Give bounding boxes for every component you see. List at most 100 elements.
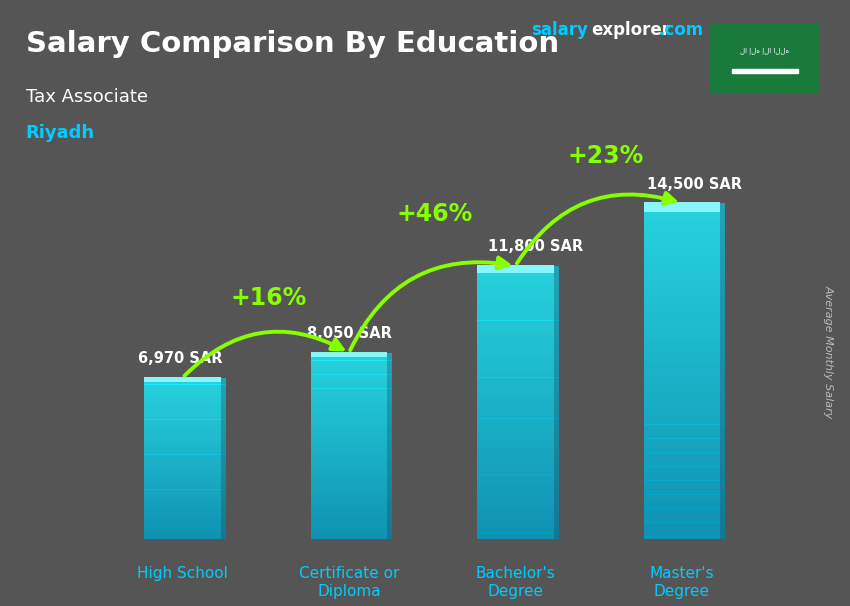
Bar: [643, 522, 720, 525]
Bar: [387, 402, 393, 404]
Bar: [221, 395, 226, 396]
Bar: [311, 513, 387, 514]
Bar: [643, 444, 720, 447]
Bar: [643, 298, 720, 301]
Bar: [643, 307, 720, 310]
Bar: [553, 494, 558, 496]
Bar: [720, 503, 725, 506]
Bar: [477, 494, 553, 496]
Bar: [387, 443, 393, 444]
Bar: [311, 416, 387, 418]
Bar: [643, 405, 720, 408]
Bar: [553, 391, 558, 393]
Bar: [720, 223, 725, 225]
Bar: [720, 494, 725, 498]
Bar: [221, 436, 226, 437]
Bar: [311, 465, 387, 466]
Bar: [144, 471, 221, 472]
Bar: [221, 393, 226, 394]
Bar: [477, 318, 553, 321]
Bar: [311, 466, 387, 468]
Bar: [144, 498, 221, 499]
Bar: [553, 453, 558, 455]
Bar: [311, 412, 387, 413]
Bar: [144, 426, 221, 428]
Bar: [311, 455, 387, 457]
Bar: [221, 401, 226, 402]
Bar: [311, 376, 387, 378]
Bar: [221, 479, 226, 480]
Bar: [387, 488, 393, 490]
Bar: [720, 478, 725, 481]
Bar: [221, 388, 226, 390]
Bar: [643, 343, 720, 346]
Bar: [311, 370, 387, 371]
Bar: [477, 307, 553, 309]
Bar: [643, 220, 720, 223]
Bar: [311, 367, 387, 368]
Bar: [643, 374, 720, 377]
Bar: [643, 419, 720, 422]
Bar: [311, 382, 387, 384]
Bar: [553, 464, 558, 467]
Bar: [387, 446, 393, 448]
Bar: [477, 279, 553, 282]
Bar: [643, 211, 720, 215]
Bar: [144, 440, 221, 441]
Bar: [387, 536, 393, 538]
Bar: [477, 405, 553, 407]
Bar: [643, 313, 720, 315]
Bar: [311, 437, 387, 438]
Bar: [720, 276, 725, 279]
Bar: [387, 433, 393, 435]
Bar: [221, 437, 226, 438]
Bar: [221, 471, 226, 472]
Bar: [553, 507, 558, 510]
Bar: [643, 346, 720, 349]
Bar: [144, 459, 221, 460]
Bar: [643, 385, 720, 388]
Bar: [477, 302, 553, 305]
Bar: [387, 494, 393, 496]
Bar: [311, 368, 387, 370]
Bar: [643, 351, 720, 355]
Bar: [477, 519, 553, 521]
Bar: [553, 459, 558, 462]
Bar: [643, 402, 720, 405]
Bar: [221, 508, 226, 510]
Bar: [144, 394, 221, 395]
Bar: [387, 385, 393, 387]
Bar: [720, 318, 725, 321]
Bar: [311, 429, 387, 430]
Bar: [477, 482, 553, 485]
Bar: [553, 450, 558, 453]
Bar: [720, 239, 725, 242]
Bar: [144, 442, 221, 444]
Bar: [477, 343, 553, 345]
Bar: [311, 505, 387, 507]
Bar: [387, 460, 393, 462]
Bar: [643, 500, 720, 503]
Bar: [144, 478, 221, 479]
Bar: [311, 395, 387, 396]
Bar: [311, 468, 387, 470]
Bar: [144, 491, 221, 492]
Bar: [477, 396, 553, 398]
Bar: [387, 527, 393, 528]
Bar: [553, 327, 558, 330]
Bar: [387, 375, 393, 376]
Bar: [553, 323, 558, 325]
Bar: [553, 295, 558, 298]
Bar: [387, 359, 393, 361]
Bar: [477, 528, 553, 530]
Bar: [477, 384, 553, 387]
Bar: [387, 514, 393, 516]
Bar: [144, 533, 221, 534]
Bar: [477, 421, 553, 423]
Bar: [553, 343, 558, 345]
Bar: [387, 398, 393, 399]
Bar: [221, 413, 226, 414]
Bar: [720, 447, 725, 450]
Bar: [387, 390, 393, 391]
Bar: [221, 522, 226, 523]
